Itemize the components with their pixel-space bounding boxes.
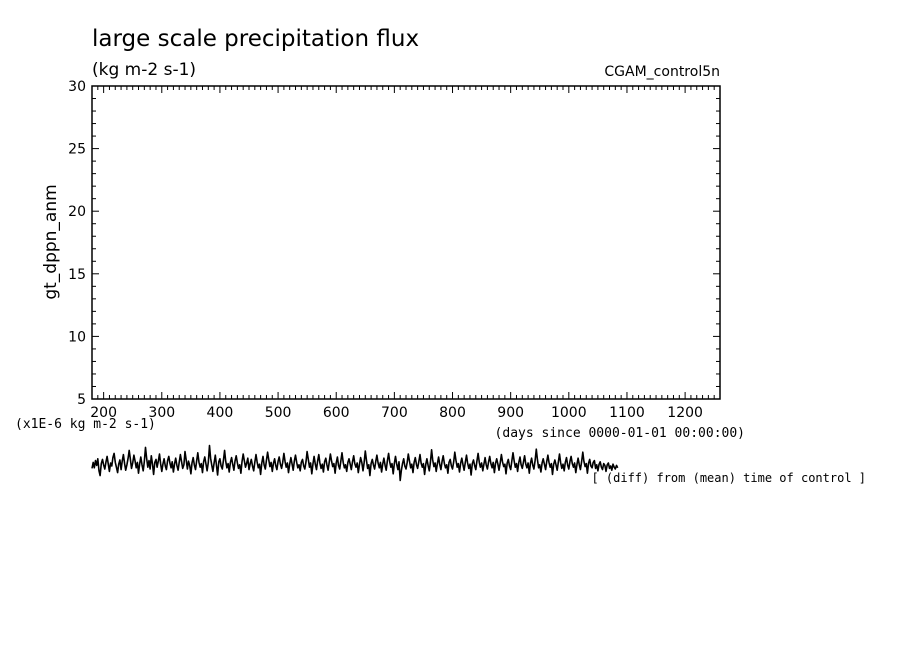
y-axis-ticks: 5 10 15 20 25 30 (68, 79, 720, 408)
y-axis-label: gt_dppn_anm (41, 184, 61, 299)
x-tick-label: 800 (439, 405, 466, 421)
x-tick-label: 500 (265, 405, 292, 421)
x-tick-label: 400 (207, 405, 234, 421)
x-tick-label: 600 (323, 405, 350, 421)
x-tick-label: 900 (497, 405, 524, 421)
y-unit-note: (x1E-6 kg m-2 s-1) (15, 417, 156, 432)
x-axis-label: (days since 0000-01-01 00:00:00) (495, 426, 745, 441)
x-tick-label: 1200 (667, 405, 703, 421)
chart-subtitle: (kg m-2 s-1) (92, 60, 196, 80)
y-tick-label: 25 (68, 142, 86, 158)
x-axis-ticks: 200 300 400 500 600 700 800 900 1000 1100 1200 (90, 86, 721, 421)
x-tick-label: 700 (381, 405, 408, 421)
y-tick-label: 30 (68, 79, 86, 95)
plot-frame (91, 85, 721, 400)
footnote: [ (diff) from (mean) time of control ] (591, 471, 866, 485)
run-label: CGAM_control5n (604, 64, 720, 80)
x-tick-label: 200 (90, 405, 117, 421)
x-tick-label: 1000 (551, 405, 587, 421)
y-tick-label: 5 (77, 392, 86, 408)
x-tick-label: 1100 (609, 405, 645, 421)
y-tick-label: 10 (68, 329, 86, 345)
y-tick-label: 20 (68, 204, 86, 220)
y-tick-label: 15 (68, 267, 86, 283)
series-line (91, 444, 619, 482)
x-tick-label: 300 (148, 405, 175, 421)
chart-title: large scale precipitation flux (92, 26, 419, 52)
